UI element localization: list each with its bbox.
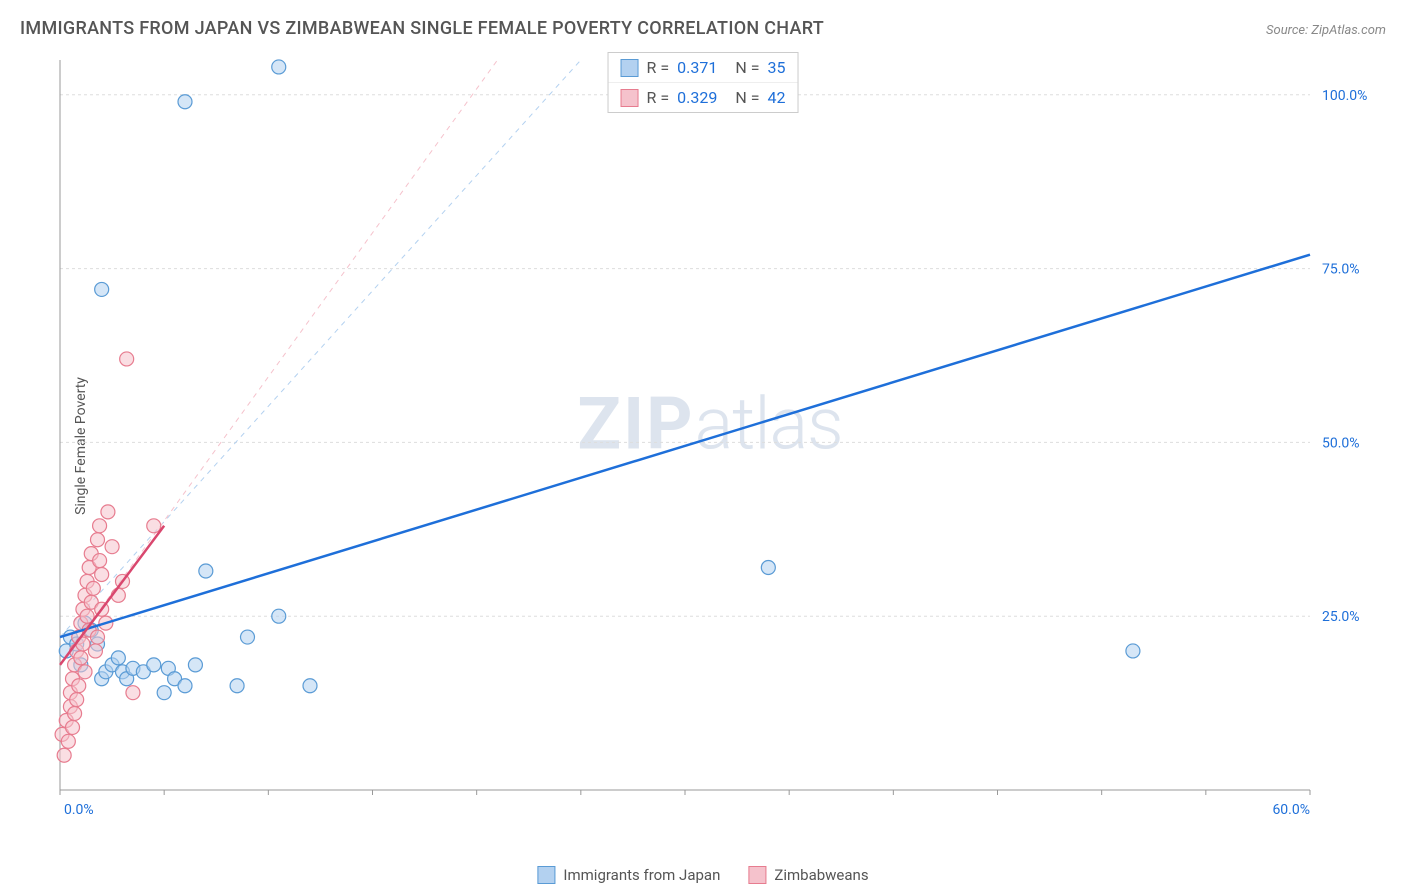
data-point xyxy=(61,734,75,748)
data-point xyxy=(88,644,102,658)
data-point xyxy=(178,95,192,109)
stat-n-value: 35 xyxy=(767,58,785,77)
data-point xyxy=(147,658,161,672)
data-point xyxy=(199,564,213,578)
data-point xyxy=(178,679,192,693)
data-point xyxy=(157,686,171,700)
data-point xyxy=(1126,644,1140,658)
stat-r-value: 0.329 xyxy=(677,88,717,107)
data-point xyxy=(93,519,107,533)
x-tick-label: 60.0% xyxy=(1272,802,1310,818)
legend-item: Immigrants from Japan xyxy=(537,866,720,884)
y-tick-label: 100.0% xyxy=(1322,88,1367,104)
data-point xyxy=(111,651,125,665)
chart-title: IMMIGRANTS FROM JAPAN VS ZIMBABWEAN SING… xyxy=(20,18,824,39)
legend-label: Immigrants from Japan xyxy=(563,866,720,884)
data-point xyxy=(147,519,161,533)
data-point xyxy=(72,679,86,693)
data-point xyxy=(70,693,84,707)
legend-item: Zimbabweans xyxy=(748,866,868,884)
plot-area: ZIPatlas 25.0%50.0%75.0%100.0%0.0%60.0% xyxy=(50,50,1370,830)
data-point xyxy=(91,533,105,547)
data-point xyxy=(120,352,134,366)
data-point xyxy=(761,561,775,575)
data-point xyxy=(303,679,317,693)
legend-stat-row: R = 0.329 N = 42 xyxy=(609,82,798,112)
data-point xyxy=(91,630,105,644)
legend-stat-row: R = 0.371 N = 35 xyxy=(609,53,798,82)
legend-swatch xyxy=(748,866,766,884)
chart-source: Source: ZipAtlas.com xyxy=(1266,23,1386,38)
stat-r-label: R = xyxy=(647,58,670,77)
data-point xyxy=(101,505,115,519)
chart-header: IMMIGRANTS FROM JAPAN VS ZIMBABWEAN SING… xyxy=(20,18,1386,39)
legend-swatch xyxy=(621,89,639,107)
data-point xyxy=(272,60,286,74)
legend-label: Zimbabweans xyxy=(774,866,868,884)
correlation-legend: R = 0.371 N = 35 R = 0.329 N = 42 xyxy=(608,52,799,113)
y-tick-label: 50.0% xyxy=(1322,435,1360,451)
data-point xyxy=(230,679,244,693)
legend-swatch xyxy=(621,59,639,77)
data-point xyxy=(93,554,107,568)
series-legend: Immigrants from Japan Zimbabweans xyxy=(537,866,868,884)
scatter-chart: 25.0% 50.0% 75.0% 100.0% 0.0% 60.0% xyxy=(50,50,1370,830)
data-point xyxy=(241,630,255,644)
data-point xyxy=(272,609,286,623)
data-point xyxy=(105,540,119,554)
data-point xyxy=(86,581,100,595)
data-point xyxy=(68,707,82,721)
stat-n-label: N = xyxy=(735,58,759,77)
data-point xyxy=(66,720,80,734)
stat-n-label: N = xyxy=(735,88,759,107)
trend-dashed xyxy=(60,60,581,637)
data-point xyxy=(188,658,202,672)
trend-line xyxy=(60,255,1310,637)
y-tick-label: 75.0% xyxy=(1322,262,1360,278)
stat-r-value: 0.371 xyxy=(677,58,717,77)
stat-n-value: 42 xyxy=(767,88,785,107)
data-point xyxy=(74,651,88,665)
data-point xyxy=(95,282,109,296)
x-tick-label: 0.0% xyxy=(64,802,94,818)
legend-swatch xyxy=(537,866,555,884)
data-point xyxy=(126,686,140,700)
y-tick-label: 25.0% xyxy=(1322,609,1360,625)
data-point xyxy=(57,748,71,762)
stat-r-label: R = xyxy=(647,88,670,107)
data-point xyxy=(78,665,92,679)
data-point xyxy=(95,567,109,581)
